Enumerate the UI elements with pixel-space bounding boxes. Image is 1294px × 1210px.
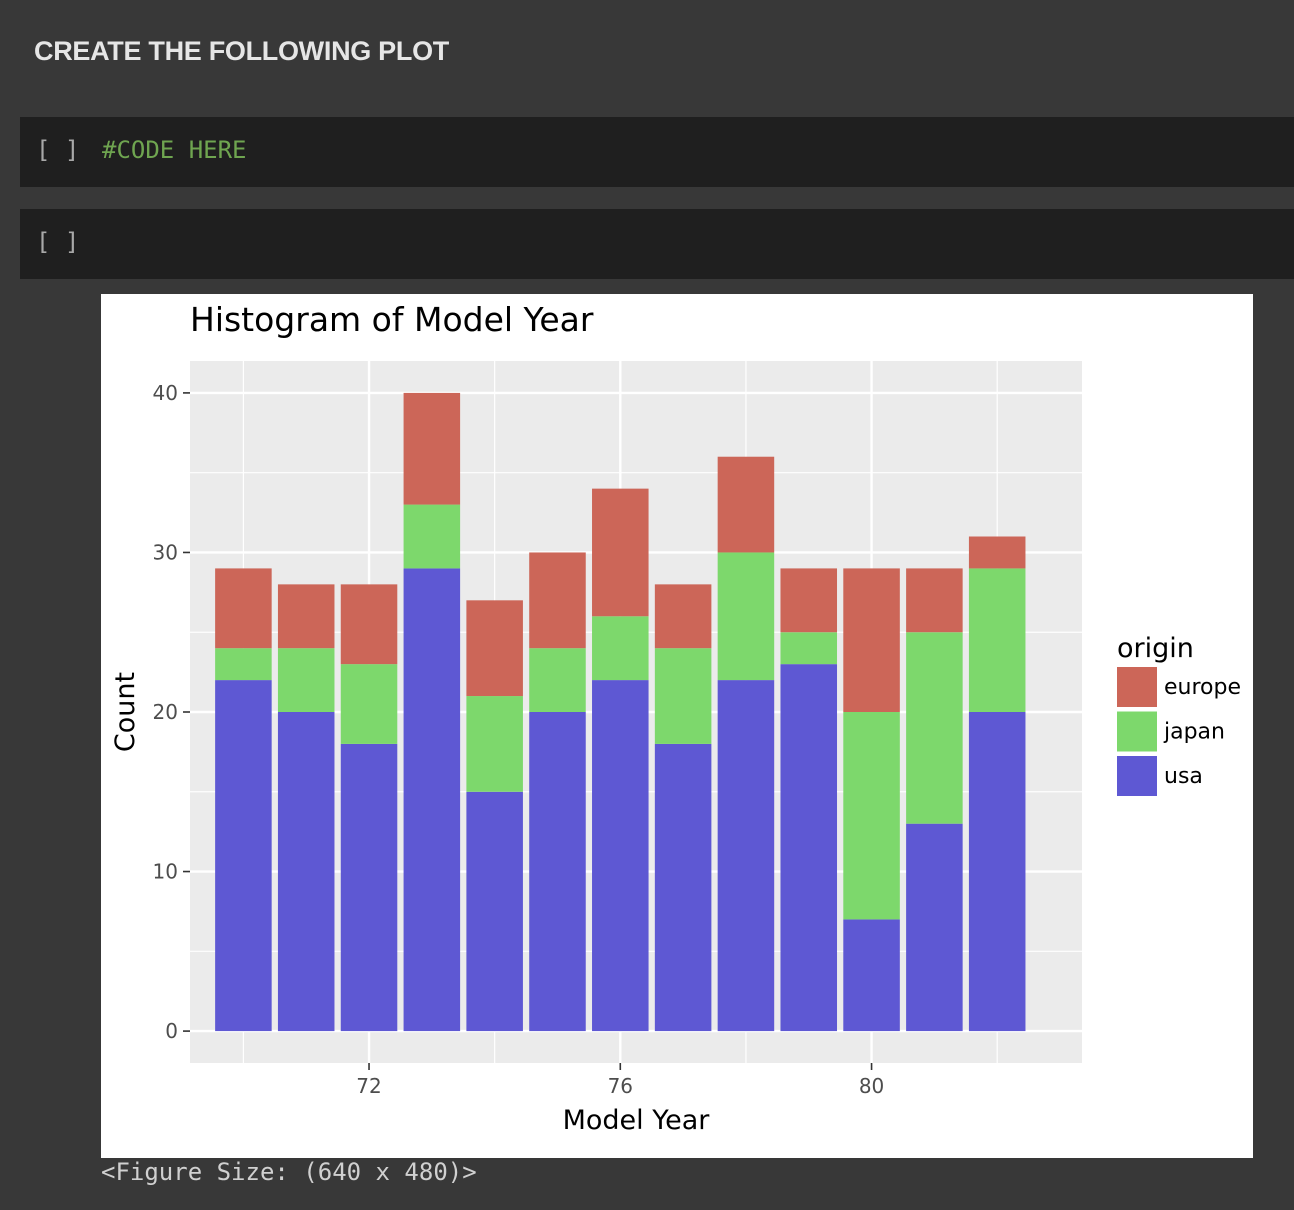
x-axis: 72 76 80 — [356, 1063, 884, 1098]
bar-europe-70 — [215, 568, 272, 649]
bar-japan-74 — [466, 696, 523, 792]
x-tick-label: 80 — [859, 1074, 884, 1098]
bar-japan-71 — [277, 648, 335, 712]
bar-usa-80 — [843, 919, 900, 1032]
bar-europe-74 — [466, 600, 523, 697]
y-tick-label: 30 — [153, 540, 178, 564]
bar-europe-76 — [592, 488, 649, 617]
code-cell-2[interactable]: [ ] — [20, 209, 1294, 279]
bar-japan-78 — [717, 552, 775, 681]
chart-title: Histogram of Model Year — [190, 300, 594, 339]
bar-usa-75 — [529, 712, 586, 1032]
bar-japan-81 — [906, 632, 963, 824]
bar-usa-70 — [215, 680, 272, 1032]
bar-europe-73 — [403, 392, 461, 505]
bar-japan-75 — [529, 648, 586, 712]
legend-swatch-europe — [1117, 667, 1157, 707]
run-cell-button[interactable]: [ ] — [36, 228, 80, 256]
legend-label-europe: europe — [1164, 675, 1241, 700]
y-axis: 0 10 20 30 40 — [153, 381, 190, 1043]
y-tick-label: 20 — [153, 700, 178, 724]
bar-usa-72 — [340, 743, 398, 1032]
legend-swatch-japan — [1117, 711, 1157, 752]
bar-europe-75 — [529, 552, 586, 649]
code-cell-1[interactable]: [ ] #CODE HERE — [20, 117, 1294, 187]
bar-europe-78 — [717, 456, 775, 553]
bar-japan-70 — [215, 648, 272, 681]
bar-usa-74 — [466, 791, 523, 1032]
y-tick-label: 0 — [165, 1019, 178, 1043]
bar-usa-76 — [592, 680, 649, 1032]
bar-usa-81 — [906, 823, 963, 1032]
bar-japan-82 — [968, 568, 1026, 712]
y-axis-label: Count — [110, 672, 141, 752]
bar-usa-71 — [277, 712, 335, 1032]
y-tick-label: 40 — [153, 381, 178, 405]
x-tick-label: 72 — [356, 1074, 381, 1098]
y-tick-label: 10 — [153, 860, 178, 884]
bar-usa-82 — [968, 712, 1026, 1032]
bar-japan-80 — [843, 712, 900, 920]
plot-output: Histogram of Model Year 0 10 20 30 40 72 76 80… — [101, 294, 1253, 1158]
bar-japan-79 — [780, 632, 838, 665]
bar-japan-73 — [403, 504, 461, 569]
bar-europe-79 — [780, 568, 838, 633]
bar-europe-82 — [968, 536, 1026, 569]
bar-japan-77 — [654, 648, 712, 744]
section-heading: CREATE THE FOLLOWING PLOT — [34, 36, 449, 66]
figure-size-text: <Figure Size: (640 x 480)> — [101, 1158, 477, 1186]
histogram-chart: Histogram of Model Year 0 10 20 30 40 72 76 80… — [110, 300, 1241, 1136]
legend: origin europe japan usa — [1117, 633, 1241, 796]
x-tick-label: 76 — [608, 1074, 633, 1098]
bar-europe-72 — [340, 584, 398, 665]
bar-europe-81 — [906, 568, 963, 633]
legend-title: origin — [1117, 633, 1194, 664]
bar-usa-78 — [717, 680, 775, 1032]
code-comment: #CODE HERE — [102, 136, 247, 164]
legend-label-japan: japan — [1163, 720, 1225, 745]
legend-swatch-usa — [1117, 756, 1157, 796]
legend-label-usa: usa — [1164, 764, 1203, 789]
bar-europe-77 — [654, 584, 712, 649]
bar-japan-76 — [592, 616, 649, 681]
bar-japan-72 — [340, 664, 398, 744]
bar-usa-73 — [403, 568, 461, 1032]
bar-usa-79 — [780, 664, 838, 1032]
bars — [215, 392, 1026, 1032]
bar-europe-80 — [843, 568, 900, 712]
run-cell-button[interactable]: [ ] — [36, 136, 80, 164]
bar-usa-77 — [654, 743, 712, 1032]
x-axis-label: Model Year — [563, 1105, 711, 1136]
bar-europe-71 — [277, 584, 335, 649]
